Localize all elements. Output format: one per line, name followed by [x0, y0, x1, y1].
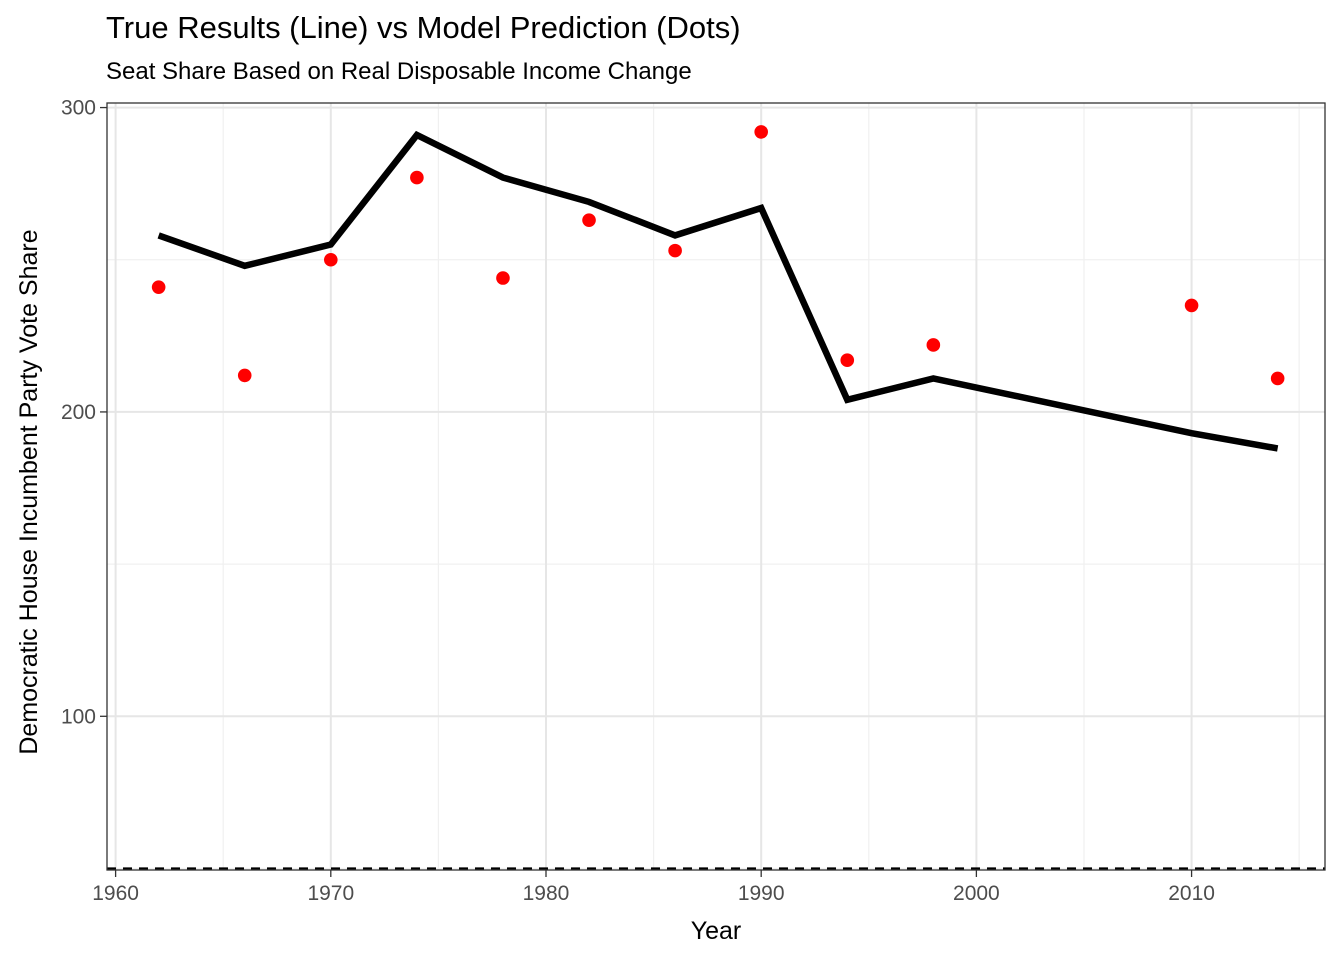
- x-tick-label: 1980: [523, 882, 570, 905]
- true-results-series: [157, 130, 1279, 452]
- prediction-point: [1270, 371, 1285, 386]
- y-axis: 100 200 300: [61, 97, 107, 728]
- prediction-point: [410, 170, 424, 185]
- prediction-point: [668, 243, 682, 258]
- prediction-point: [237, 368, 252, 383]
- prediction-point: [754, 125, 768, 139]
- prediction-point: [151, 280, 166, 294]
- chart-subtitle: Seat Share Based on Real Disposable Inco…: [106, 58, 692, 85]
- prediction-point: [1184, 298, 1199, 313]
- y-axis-title: Democratic House Incumbent Party Vote Sh…: [15, 229, 43, 754]
- x-tick-label: 2000: [953, 882, 1000, 905]
- panel-background: [107, 103, 1325, 870]
- y-tick-label: 300: [61, 97, 96, 120]
- prediction-point: [582, 213, 596, 227]
- chart-title: True Results (Line) vs Model Prediction …: [106, 10, 741, 45]
- x-tick-label: 2010: [1168, 882, 1215, 905]
- x-tick-label: 1990: [738, 882, 785, 905]
- prediction-point: [840, 353, 855, 367]
- y-tick-label: 100: [61, 705, 96, 728]
- panel-border: [106, 102, 1326, 871]
- model-prediction-series: [151, 125, 1285, 386]
- prediction-point: [496, 271, 510, 285]
- y-tick-label: 200: [61, 401, 96, 424]
- prediction-point: [324, 252, 338, 267]
- x-tick-label: 1970: [307, 882, 354, 905]
- major-gridlines: [107, 103, 1325, 870]
- x-tick-label: 1960: [92, 882, 139, 905]
- prediction-point: [926, 338, 941, 352]
- x-axis: 1960 1970 1980 1990 2000 2010: [92, 870, 1215, 905]
- x-axis-title: Year: [691, 917, 742, 945]
- true-results-line: [157, 130, 1279, 452]
